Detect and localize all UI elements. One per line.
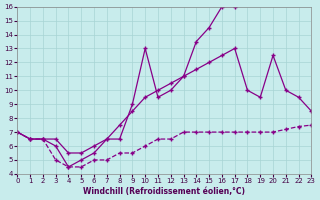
X-axis label: Windchill (Refroidissement éolien,°C): Windchill (Refroidissement éolien,°C) [84, 187, 245, 196]
